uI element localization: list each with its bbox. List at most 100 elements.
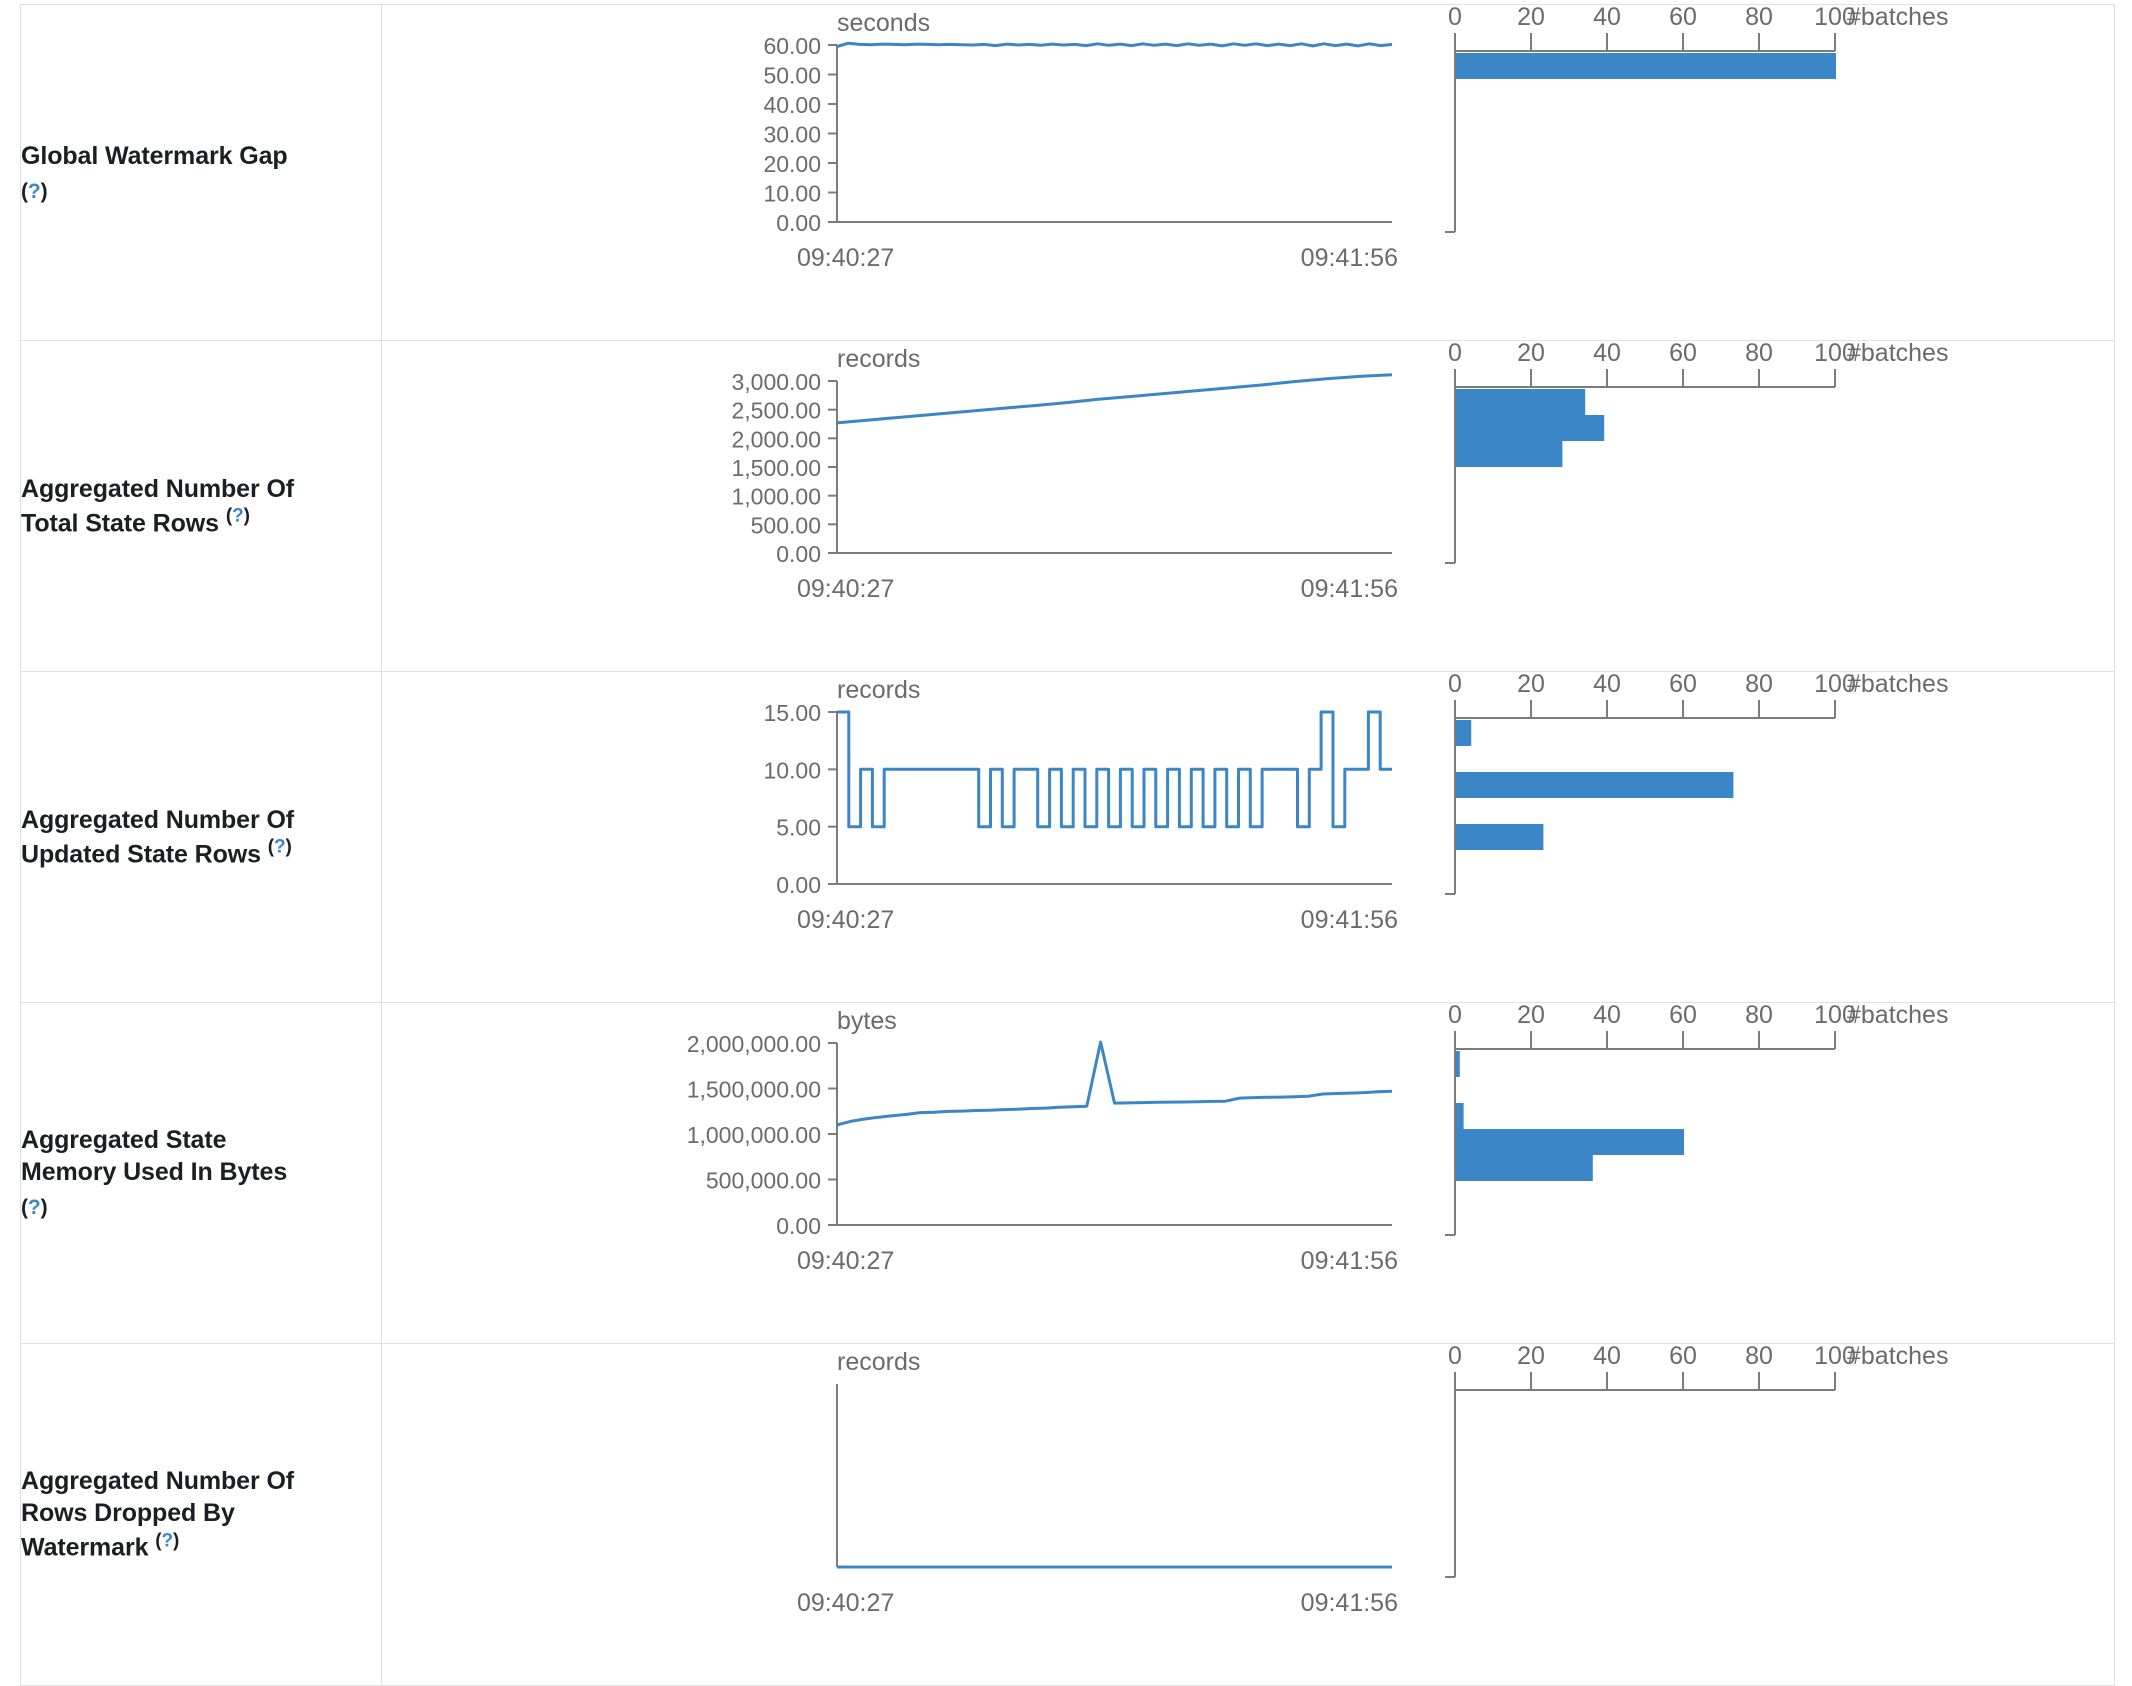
timeline-chart-svg: records 15.00 10.00 5.00 0.00 09:40:27 09:41:5… — [763, 676, 1398, 934]
help-marker[interactable]: (?) — [21, 176, 48, 204]
hist-bar — [1456, 772, 1734, 798]
hist-tick-label: 80 — [1745, 1003, 1773, 1029]
metric-chart-cell-aggregated-state-memory-used-in-bytes: bytes 2,000,000.00 1,500,000.00 1,000,000.0… — [381, 1002, 2115, 1344]
y-tick-label: 1,000,000.00 — [687, 1122, 821, 1148]
timeline-chart-svg: records 3,000.00 2,500.002,000.00 1,500.00 1… — [731, 345, 1398, 603]
hist-tick-label: 20 — [1517, 341, 1545, 367]
help-marker[interactable]: (?) — [225, 505, 250, 537]
histogram-chart-svg: 0 20 40 60 80 100#batches — [1445, 1344, 1948, 1578]
timeline-chart-svg: bytes 2,000,000.00 1,500,000.00 1,000,000.0… — [687, 1007, 1398, 1275]
y-tick-label: 500.00 — [751, 512, 821, 538]
hist-tick-label: 40 — [1593, 341, 1621, 367]
y-tick-label: 60.00 — [763, 33, 821, 59]
hist-bar — [1456, 1155, 1593, 1181]
y-tick-label: 1,000.00 — [731, 484, 821, 510]
chart-panes: records 15.00 10.00 5.00 0.00 09:40:27 09:41:5… — [382, 672, 2114, 1002]
help-question-icon[interactable]: ? — [273, 836, 286, 858]
histogram-pane-aggregated-number-of-updated-state-rows[interactable]: 0 20 40 60 80 100 #batches — [1417, 672, 2132, 1002]
hist-tick-label: 60 — [1669, 1003, 1697, 1029]
histogram-pane-aggregated-state-memory-used-in-bytes[interactable]: 0 20 40 60 80 100 #batches — [1417, 1003, 2132, 1343]
hist-tick-label: 0 — [1448, 1003, 1462, 1029]
metric-row: Aggregated Number Of Total State Rows (?)… — [20, 340, 2115, 672]
hist-tick-label: 0 — [1448, 672, 1462, 698]
metric-title: Aggregated Number Of Rows Dropped By Water… — [21, 1467, 295, 1562]
timeline-pane-aggregated-number-of-updated-state-rows[interactable]: records 15.00 10.00 5.00 0.00 09:40:27 09:41:5… — [382, 672, 1417, 1002]
hist-bar — [1456, 720, 1472, 746]
y-tick-label: 0.00 — [776, 541, 821, 567]
y-tick-label: 0.00 — [776, 1213, 821, 1239]
hist-unit-label: #batches — [1847, 341, 1948, 367]
histogram-pane-aggregated-number-of-total-state-rows[interactable]: 0 20 40 60 80 100 #batches — [1417, 341, 2132, 671]
y-tick-label: 3,000.00 — [731, 369, 821, 395]
help-open-paren: ( — [225, 505, 233, 527]
streaming-query-statistics-panel: Global Watermark Gap (?) seconds 60.00 50.00… — [0, 4, 2132, 1686]
timeline-unit-label: records — [837, 345, 920, 373]
y-tick-label: 500,000.00 — [706, 1168, 821, 1194]
help-marker[interactable]: (?) — [267, 836, 292, 868]
help-close-paren: ) — [285, 836, 292, 858]
help-close-paren: ) — [40, 179, 48, 203]
metric-title: Aggregated Number Of Updated State Rows (… — [21, 805, 295, 869]
timeline-pane-aggregated-number-of-rows-dropped-by-watermark[interactable]: records 09:40:27 09:41:56 — [382, 1344, 1417, 1685]
metric-label-cell-aggregated-state-memory-used-in-bytes: Aggregated State Memory Used In Bytes (?) — [20, 1002, 382, 1344]
metric-chart-cell-aggregated-number-of-total-state-rows: records 3,000.00 2,500.00 2,000.00 1,500.00 1… — [381, 340, 2115, 672]
hist-tick-label: 80 — [1745, 5, 1773, 31]
timeline-chart-svg: seconds 60.00 50.00 40.00 30.00 20.00 10.00 0.0… — [763, 9, 1398, 272]
timeline-series-path — [836, 41, 1393, 48]
x-start-label: 09:40:27 — [797, 244, 894, 272]
metrics-table-body: Global Watermark Gap (?) seconds 60.00 50.00… — [20, 4, 2115, 1686]
y-tick-label: 15.00 — [763, 700, 821, 726]
help-open-paren: ( — [267, 836, 274, 858]
timeline-unit-label: records — [837, 1348, 920, 1376]
histogram-pane-global-watermark-gap[interactable]: 0 20 40 60 80 100 #batches — [1417, 5, 2132, 340]
y-tick-label: 30.00 — [763, 122, 821, 148]
hist-tick-label: 40 — [1593, 1003, 1621, 1029]
metric-label-cell-aggregated-number-of-updated-state-rows: Aggregated Number Of Updated State Rows (… — [20, 671, 382, 1003]
hist-tick-label: 60 — [1669, 1344, 1697, 1370]
hist-bar — [1456, 389, 1586, 415]
hist-tick-label: 20 — [1517, 1003, 1545, 1029]
help-question-icon[interactable]: ? — [161, 1530, 173, 1552]
y-tick-label: 20.00 — [763, 151, 821, 177]
help-close-paren: ) — [40, 1196, 48, 1219]
help-close-paren: ) — [173, 1530, 180, 1552]
y-tick-label: 0.00 — [776, 210, 821, 236]
histogram-pane-aggregated-number-of-rows-dropped-by-watermark[interactable]: 0 20 40 60 80 100 #batches — [1417, 1344, 2132, 1685]
chart-panes: seconds 60.00 50.00 40.00 30.00 20.00 10.00 0.0… — [382, 5, 2114, 340]
hist-tick-label: 100 — [1814, 672, 1856, 698]
timeline-unit-label: records — [837, 676, 920, 704]
x-start-label: 09:40:27 — [797, 1589, 894, 1617]
histogram-chart-svg: 0 20 40 60 80 100#batches — [1445, 341, 1948, 564]
hist-tick-label: 20 — [1517, 1344, 1545, 1370]
timeline-pane-aggregated-state-memory-used-in-bytes[interactable]: bytes 2,000,000.00 1,500,000.00 1,000,000.0… — [382, 1003, 1417, 1343]
timeline-pane-global-watermark-gap[interactable]: seconds 60.00 50.00 40.00 30.00 20.00 10.00 0.0… — [382, 5, 1417, 340]
y-tick-label: 1,500,000.00 — [687, 1077, 821, 1103]
metric-title: Global Watermark Gap (?) — [21, 141, 288, 204]
y-tick-label: 50.00 — [763, 63, 821, 89]
metric-row: Aggregated Number Of Rows Dropped By Water… — [20, 1343, 2115, 1686]
histogram-chart-svg: 0 20 40 60 80 100#batches — [1445, 672, 1948, 895]
metric-chart-cell-aggregated-number-of-updated-state-rows: records 15.00 10.00 5.00 0.00 09:40:27 09:41:5… — [381, 671, 2115, 1003]
help-question-icon[interactable]: ? — [27, 179, 41, 203]
help-marker[interactable]: (?) — [21, 1192, 48, 1220]
timeline-chart-svg: records 09:40:27 09:41:56 — [797, 1348, 1398, 1617]
histogram-chart-svg: 0 20 40 60 80 100#batches — [1445, 1003, 1948, 1236]
metric-row: Aggregated Number Of Updated State Rows (… — [20, 671, 2115, 1003]
y-tick-label: 10.00 — [763, 757, 821, 783]
y-tick-label: 2,500.00 — [731, 398, 821, 424]
hist-tick-label: 60 — [1669, 5, 1697, 31]
help-open-paren: ( — [21, 1196, 28, 1219]
x-end-label: 09:41:56 — [1301, 1247, 1398, 1275]
help-marker[interactable]: (?) — [155, 1530, 179, 1562]
hist-bar — [1456, 1051, 1460, 1077]
timeline-series-path — [837, 710, 1392, 829]
hist-tick-label: 60 — [1669, 672, 1697, 698]
hist-tick-label: 20 — [1517, 672, 1545, 698]
hist-unit-label: #batches — [1847, 672, 1948, 698]
help-question-icon[interactable]: ? — [232, 505, 244, 527]
hist-tick-label: 100 — [1814, 1003, 1856, 1029]
hist-tick-label: 0 — [1448, 341, 1462, 367]
help-question-icon[interactable]: ? — [27, 1196, 41, 1219]
timeline-pane-aggregated-number-of-total-state-rows[interactable]: records 3,000.00 2,500.00 2,000.00 1,500.00 1… — [382, 341, 1417, 671]
hist-tick-label: 20 — [1517, 5, 1545, 31]
